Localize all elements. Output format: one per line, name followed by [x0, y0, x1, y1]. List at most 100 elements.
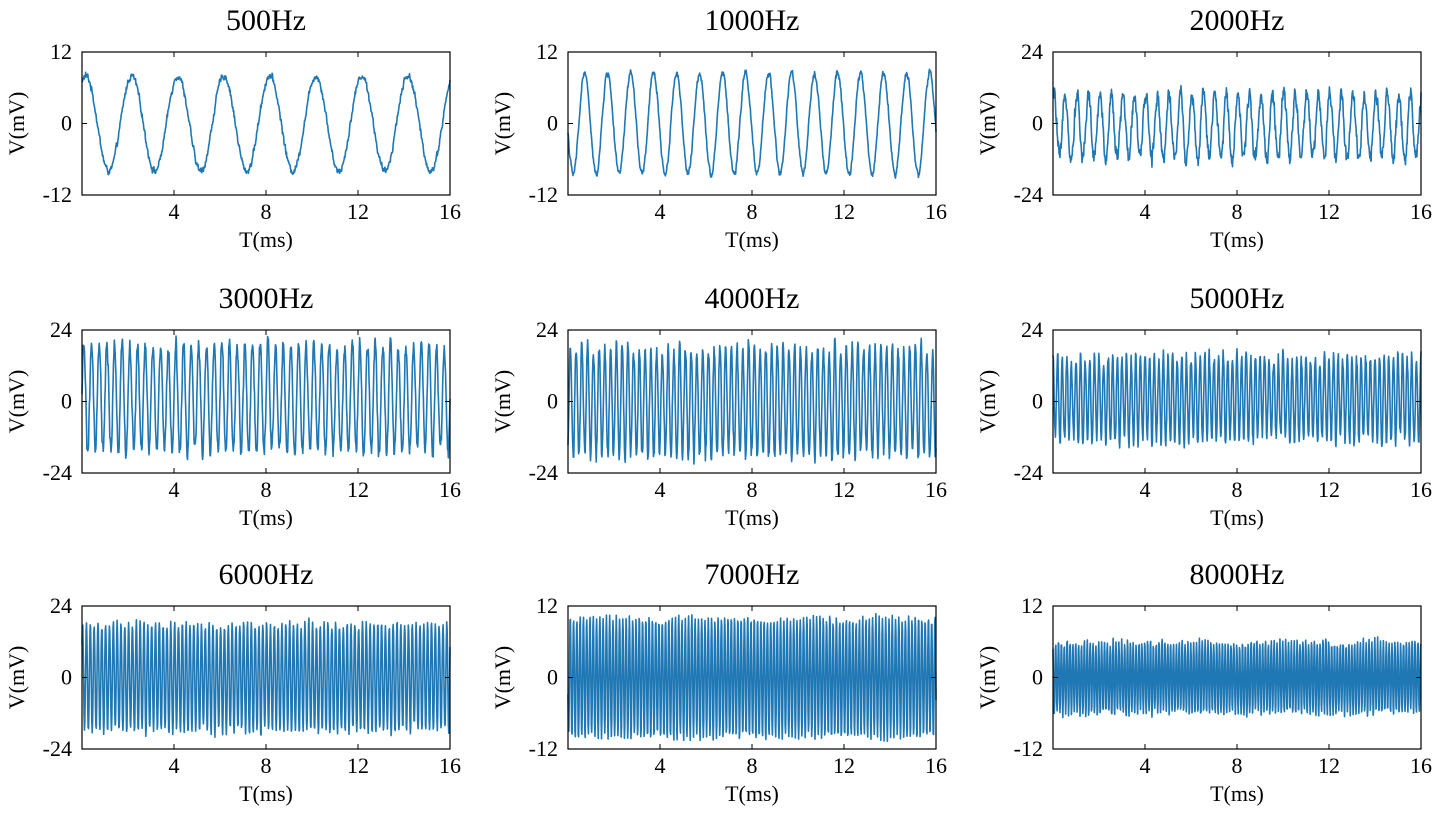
y-axis-label: V(mV) [975, 646, 1000, 710]
subplot-title: 7000Hz [705, 558, 800, 591]
x-tick-label: 4 [655, 199, 666, 224]
y-tick-label: -12 [529, 736, 558, 761]
axes-frame [1052, 51, 1422, 196]
y-tick-label: 24 [50, 593, 72, 618]
y-tick-label: 0 [547, 111, 558, 136]
y-tick-label: 12 [536, 39, 558, 64]
x-tick-label: 8 [261, 477, 272, 502]
x-tick-label: 4 [1140, 753, 1151, 778]
x-tick-label: 12 [347, 753, 369, 778]
y-axis-label: V(mV) [975, 92, 1000, 156]
x-tick-label: 8 [1232, 199, 1243, 224]
x-tick-label: 4 [169, 753, 180, 778]
waveform-series [81, 71, 451, 176]
x-tick-label: 12 [1318, 477, 1340, 502]
x-tick-label: 4 [1140, 199, 1151, 224]
x-tick-label: 16 [439, 477, 461, 502]
waveform-series [81, 335, 451, 461]
x-tick-label: 4 [1140, 477, 1151, 502]
y-tick-label: -24 [529, 460, 558, 485]
y-tick-label: -12 [43, 182, 72, 207]
subplot-500hz: 500Hz 4 8 12 16 -12 0 12 T(ms) V(mV) [4, 4, 461, 252]
subplot-7000hz: 7000Hz 4 8 12 16 -12 0 12 T(ms) V(mV) [490, 558, 947, 806]
subplot-title: 1000Hz [705, 4, 800, 37]
x-tick-label: 16 [925, 753, 947, 778]
x-axis-label: T(ms) [1210, 227, 1264, 252]
x-axis-label: T(ms) [1210, 781, 1264, 806]
y-axis-label: V(mV) [975, 370, 1000, 434]
x-tick-label: 4 [655, 753, 666, 778]
y-tick-label: 24 [1021, 39, 1043, 64]
subplot-1000hz: 1000Hz 4 8 12 16 -12 0 12 T(ms) V(mV) [490, 4, 947, 252]
subplot-title: 500Hz [226, 4, 306, 37]
x-tick-label: 12 [833, 477, 855, 502]
subplot-8000hz: 8000Hz 4 8 12 16 -12 0 12 T(ms) V(mV) [975, 558, 1432, 806]
y-axis-label: V(mV) [4, 370, 29, 434]
waveform-series [567, 337, 937, 465]
x-tick-label: 12 [347, 477, 369, 502]
y-tick-label: -24 [43, 736, 72, 761]
y-axis-label: V(mV) [4, 92, 29, 156]
x-tick-label: 4 [655, 477, 666, 502]
waveform-series [1052, 348, 1422, 449]
subplot-title: 3000Hz [219, 282, 314, 315]
y-tick-label: 0 [61, 111, 72, 136]
y-tick-label: -24 [43, 460, 72, 485]
axes-frame [81, 51, 451, 196]
x-tick-label: 12 [1318, 199, 1340, 224]
y-tick-label: 0 [547, 665, 558, 690]
x-tick-label: 16 [1410, 753, 1432, 778]
y-axis-label: V(mV) [490, 646, 515, 710]
x-tick-label: 12 [833, 753, 855, 778]
x-tick-label: 16 [925, 199, 947, 224]
x-tick-label: 8 [747, 199, 758, 224]
y-tick-label: 24 [1021, 317, 1043, 342]
subplot-title: 2000Hz [1190, 4, 1285, 37]
x-axis-label: T(ms) [725, 505, 779, 530]
x-axis-label: T(ms) [239, 781, 293, 806]
waveform-series [567, 68, 937, 179]
x-axis-label: T(ms) [239, 227, 293, 252]
x-tick-label: 12 [833, 199, 855, 224]
waveform-series [1052, 636, 1422, 719]
x-tick-label: 16 [925, 477, 947, 502]
y-tick-label: 12 [536, 593, 558, 618]
x-axis-label: T(ms) [725, 227, 779, 252]
x-tick-label: 16 [1410, 477, 1432, 502]
x-tick-label: 8 [261, 199, 272, 224]
y-tick-label: 24 [536, 317, 558, 342]
subplot-6000hz: 6000Hz 4 8 12 16 -24 0 24 T(ms) V(mV) [4, 558, 461, 806]
y-tick-label: -12 [1014, 736, 1043, 761]
x-tick-label: 8 [1232, 753, 1243, 778]
y-tick-label: -12 [529, 182, 558, 207]
y-tick-label: 0 [547, 389, 558, 414]
waveform-series [81, 617, 451, 738]
y-tick-label: 0 [61, 389, 72, 414]
x-tick-label: 8 [747, 477, 758, 502]
waveform-series [1052, 84, 1422, 168]
y-tick-label: 0 [1032, 389, 1043, 414]
y-axis-label: V(mV) [4, 646, 29, 710]
x-tick-label: 4 [169, 199, 180, 224]
x-axis-label: T(ms) [239, 505, 293, 530]
y-tick-label: 24 [50, 317, 72, 342]
subplot-title: 5000Hz [1190, 282, 1285, 315]
y-tick-label: 12 [50, 39, 72, 64]
subplot-3000hz: 3000Hz 4 8 12 16 -24 0 24 T(ms) V(mV) [4, 282, 461, 530]
waveform-series [567, 612, 937, 743]
x-tick-label: 16 [439, 753, 461, 778]
x-tick-label: 12 [1318, 753, 1340, 778]
y-tick-label: 12 [1021, 593, 1043, 618]
x-tick-label: 16 [1410, 199, 1432, 224]
x-axis-label: T(ms) [1210, 505, 1264, 530]
y-tick-label: 0 [61, 665, 72, 690]
subplot-title: 4000Hz [705, 282, 800, 315]
y-tick-label: 0 [1032, 665, 1043, 690]
y-tick-label: -24 [1014, 460, 1043, 485]
x-tick-label: 12 [347, 199, 369, 224]
x-tick-label: 8 [1232, 477, 1243, 502]
subplot-4000hz: 4000Hz 4 8 12 16 -24 0 24 T(ms) V(mV) [490, 282, 947, 530]
x-tick-label: 8 [261, 753, 272, 778]
y-tick-label: 0 [1032, 111, 1043, 136]
